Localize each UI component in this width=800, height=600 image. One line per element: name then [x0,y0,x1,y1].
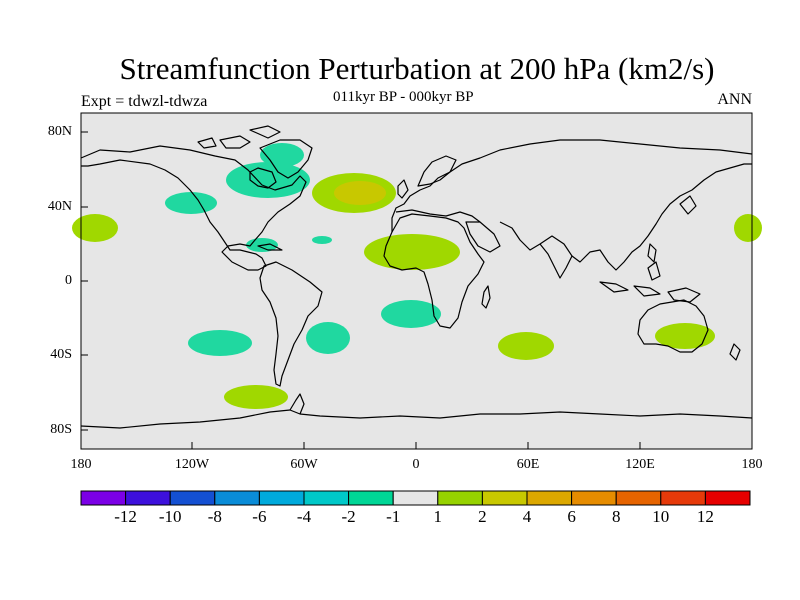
colorbar-swatch [571,490,617,506]
lon-label: 180 [70,457,92,472]
colorbar-swatch [526,490,573,506]
coast-australia [637,299,709,353]
contour-positive-australia [655,323,715,349]
colorbar-label: -10 [158,507,182,526]
coast-uk [397,179,409,199]
colorbar-label: 8 [611,507,621,526]
lat-label: 0 [65,273,72,288]
contour-positive-southern [224,385,288,409]
plot-title: Streamfunction Perturbation at 200 hPa (… [119,51,715,86]
colorbar-label: -12 [114,507,137,526]
coast-philippines [647,243,657,263]
contour-negative-hudson [226,162,310,198]
colorbar-label: -8 [207,507,222,526]
lon-label: 0 [412,457,420,472]
coast-hudson-bay [249,167,277,189]
lat-label: 80N [47,124,72,139]
season-label: ANN [717,91,752,108]
coast-europe [391,139,753,232]
coastlines [80,125,753,429]
coast-new-guinea [667,287,701,303]
colorbar-label: -4 [296,507,312,526]
lon-label: 60W [290,457,318,472]
experiment-label: Expt = tdwzl-tdwza [81,93,208,110]
colorbar-label: 2 [478,507,487,526]
contour-positive-pacific-west [72,214,118,242]
coast-arabia [465,221,501,253]
colorbar-label: -2 [341,507,356,526]
coast-greenland [259,139,313,179]
contour-negative-nwamerica [165,192,217,214]
colorbar-label: 6 [567,507,576,526]
colorbar-label: 4 [522,507,532,526]
contour-positive-africa [364,234,460,270]
lat-label: 40S [50,347,72,362]
contour-negative-spacific [188,330,252,356]
colorbar-swatch [80,490,127,506]
colorbar-swatch [660,490,706,506]
lat-label: 80S [50,422,72,437]
contour-negative-samerica [306,322,350,354]
colorbar-swatch [214,490,260,506]
colorbar-swatch [348,490,394,506]
colorbar-swatch [258,490,305,506]
colorbar-label: 12 [696,507,714,526]
colorbar [80,490,751,506]
coast-japan [679,195,697,215]
coast-arctic-islands [197,125,281,149]
plot-subtitle: 011kyr BP - 000kyr BP [333,89,474,105]
map-background [81,113,752,449]
contour-positive-pacific-east [734,214,762,242]
lon-label: 60E [516,457,540,472]
colorbar-label: -6 [252,507,267,526]
coast-scandinavia [417,155,457,187]
contour-negative-atlantic-small [312,236,332,244]
colorbar-swatch [169,490,216,506]
contour-positive-natlantic-core [334,181,386,205]
colorbar-swatch [481,490,528,506]
coast-indonesia [599,261,661,297]
contour-positive-indian [498,332,554,360]
coast-madagascar [481,285,491,309]
colorbar-label: -1 [386,507,401,526]
colorbar-label: 1 [433,507,443,526]
colorbar-swatch [615,490,662,506]
coast-mediterranean [395,209,481,223]
coast-cuba [257,243,283,251]
lon-label: 120E [625,457,655,472]
coast-asia [499,163,752,271]
lon-label: 120W [174,457,210,472]
coast-antarctic-peninsula [289,393,305,415]
coast-india [539,243,573,279]
map-ticks [81,131,641,449]
contour-negative-satlantic [381,300,441,328]
lon-label: 180 [741,457,763,472]
coast-antarctica [80,409,753,429]
colorbar-swatch [437,490,483,506]
coast-new-zealand [729,343,741,361]
colorbar-swatch [125,490,171,506]
colorbar-label: 10 [652,507,670,526]
coast-africa [383,213,485,329]
colorbar-swatch [704,490,751,506]
lat-label: 40N [47,199,72,214]
colorbar-swatch [303,490,350,506]
colorbar-swatch [392,490,439,506]
coast-south-america [259,261,323,387]
